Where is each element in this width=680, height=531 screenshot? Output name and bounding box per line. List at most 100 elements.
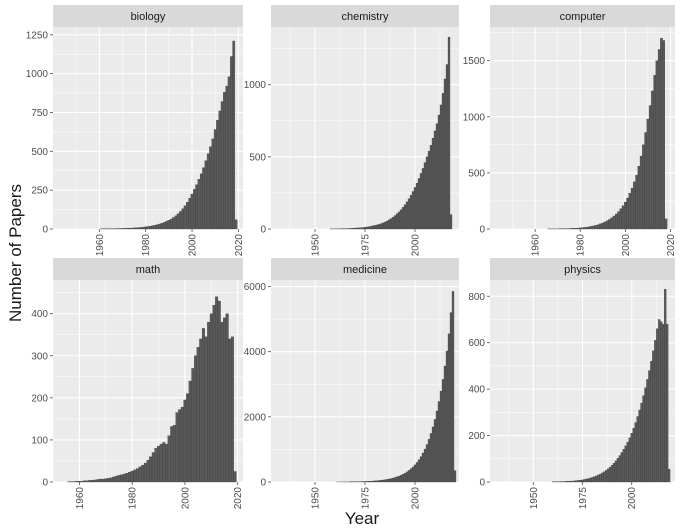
bar	[407, 198, 411, 230]
bar	[397, 211, 401, 230]
bar	[186, 393, 190, 483]
bar	[648, 105, 652, 230]
bar	[576, 227, 580, 230]
bar	[234, 219, 238, 230]
facet-strip	[490, 258, 675, 280]
bar	[565, 481, 568, 483]
bar	[193, 189, 196, 230]
bar	[363, 227, 367, 230]
bar	[616, 458, 620, 483]
bar	[101, 478, 105, 483]
y-tick-label: 800	[468, 292, 485, 303]
bar	[574, 228, 578, 230]
bar	[212, 305, 216, 483]
bar	[591, 477, 594, 483]
facet-strip	[271, 5, 459, 27]
bar	[610, 465, 614, 483]
bar	[381, 222, 385, 230]
bar	[405, 471, 409, 483]
bar	[603, 471, 606, 483]
y-tick-label: 250	[31, 186, 48, 197]
facet-strip-label: biology	[131, 11, 166, 23]
x-tick-label: 1960	[531, 234, 542, 257]
y-tick-label: 0	[479, 478, 485, 489]
bar	[178, 409, 182, 483]
bar	[359, 227, 363, 230]
bar	[411, 466, 415, 483]
bar	[606, 468, 610, 483]
bar	[393, 477, 397, 483]
y-tick-label: 750	[31, 108, 48, 119]
bar	[143, 462, 147, 483]
bar	[183, 205, 187, 230]
bar	[112, 476, 116, 483]
bar	[202, 167, 205, 230]
y-tick-label: 1500	[463, 56, 486, 67]
bar	[353, 227, 357, 230]
y-tick-label: 600	[468, 338, 485, 349]
bar	[164, 443, 168, 483]
bar	[635, 174, 638, 230]
bar	[218, 110, 222, 230]
bar	[608, 219, 611, 230]
bar	[109, 477, 113, 483]
y-tick-label: 1000	[244, 80, 267, 91]
bar	[439, 390, 443, 483]
bar	[449, 214, 453, 230]
bar	[381, 479, 385, 483]
bar	[197, 179, 201, 230]
bar	[441, 379, 445, 483]
bar	[640, 402, 643, 483]
x-tick-label: 1980	[128, 487, 139, 510]
bar	[188, 198, 192, 230]
bar	[403, 204, 407, 230]
bar	[667, 469, 671, 483]
bar	[138, 466, 142, 483]
bar	[449, 312, 453, 483]
bar	[429, 433, 433, 483]
bar	[387, 478, 391, 483]
bar	[122, 473, 126, 483]
bar	[638, 409, 641, 483]
bar	[371, 225, 375, 230]
bar	[157, 446, 161, 483]
bar	[385, 479, 389, 483]
bar	[628, 193, 632, 230]
facet-strip	[271, 258, 459, 280]
bar	[567, 481, 570, 483]
bar	[357, 227, 361, 230]
bar	[642, 144, 645, 230]
bar	[433, 130, 437, 230]
bar	[155, 224, 159, 230]
bar	[191, 368, 195, 483]
bar	[80, 481, 84, 483]
facet-strip-label: medicine	[343, 264, 387, 276]
bar	[401, 474, 405, 483]
bar	[421, 168, 425, 230]
bar	[437, 401, 441, 483]
bar	[375, 480, 379, 483]
bar	[106, 478, 110, 483]
bar	[195, 184, 198, 230]
bar	[146, 459, 150, 483]
bar	[644, 132, 647, 230]
bar	[361, 227, 365, 230]
bar	[654, 340, 657, 483]
facet-panel-chemistry: chemistry 0 500 1000 1950 1975 2000	[244, 5, 459, 256]
bar	[431, 426, 435, 483]
bar	[572, 228, 575, 230]
x-tick-label: 2020	[233, 487, 244, 510]
bar	[662, 40, 666, 230]
x-tick-label: 1960	[95, 234, 106, 257]
bar	[137, 227, 141, 230]
bar	[141, 465, 145, 483]
x-tick-label: 2000	[411, 234, 422, 257]
bar	[128, 472, 132, 483]
bar	[575, 480, 578, 483]
facet-strip-label: physics	[564, 264, 601, 276]
bar	[367, 226, 371, 230]
bar	[597, 474, 600, 483]
bar	[662, 323, 665, 483]
facet-strip	[53, 5, 243, 27]
bar	[578, 227, 582, 230]
